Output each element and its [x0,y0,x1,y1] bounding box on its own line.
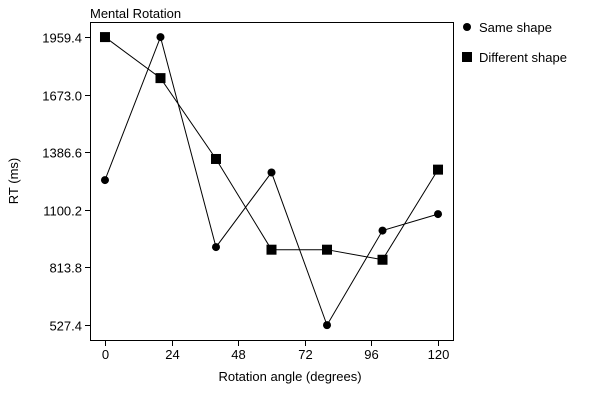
data-point [266,244,277,255]
data-point [434,210,443,219]
data-point [322,244,333,255]
x-tick-label: 0 [102,347,109,362]
series-line [104,35,439,327]
data-point [211,243,220,252]
y-tick-label: 1673.0 [42,89,82,104]
data-point [155,73,166,84]
y-tick-label: 1959.4 [42,31,82,46]
data-point [377,254,388,265]
legend-label: Same shape [479,20,552,35]
legend-marker-circle-icon [463,23,471,31]
data-point [323,321,332,330]
legend-label: Different shape [479,50,567,65]
y-axis-label: RT (ms) [6,158,21,204]
x-tick-label: 72 [298,347,312,362]
series-line [104,36,439,261]
x-tick-label: 96 [364,347,378,362]
x-tick-label: 48 [231,347,245,362]
y-tick-label: 1100.2 [43,204,82,219]
data-point [156,33,165,42]
data-point [433,164,444,175]
y-tick-label: 813.8 [49,261,82,276]
data-point [378,226,387,235]
x-tick-label: 120 [428,347,450,362]
data-point [210,153,221,164]
y-tick-label: 1386.6 [42,146,82,161]
data-point [99,32,110,43]
legend: Same shape Different shape [462,20,567,65]
series-same-shape [100,33,443,330]
plot-area [90,22,454,341]
data-point [100,176,109,185]
y-tick-label: 527.4 [49,319,82,334]
data-point [267,168,276,177]
series-different-shape [99,32,444,265]
legend-marker-square-icon [462,52,472,62]
chart-title: Mental Rotation [90,6,181,21]
x-tick-label: 24 [165,347,179,362]
x-axis-label: Rotation angle (degrees) [218,369,361,384]
